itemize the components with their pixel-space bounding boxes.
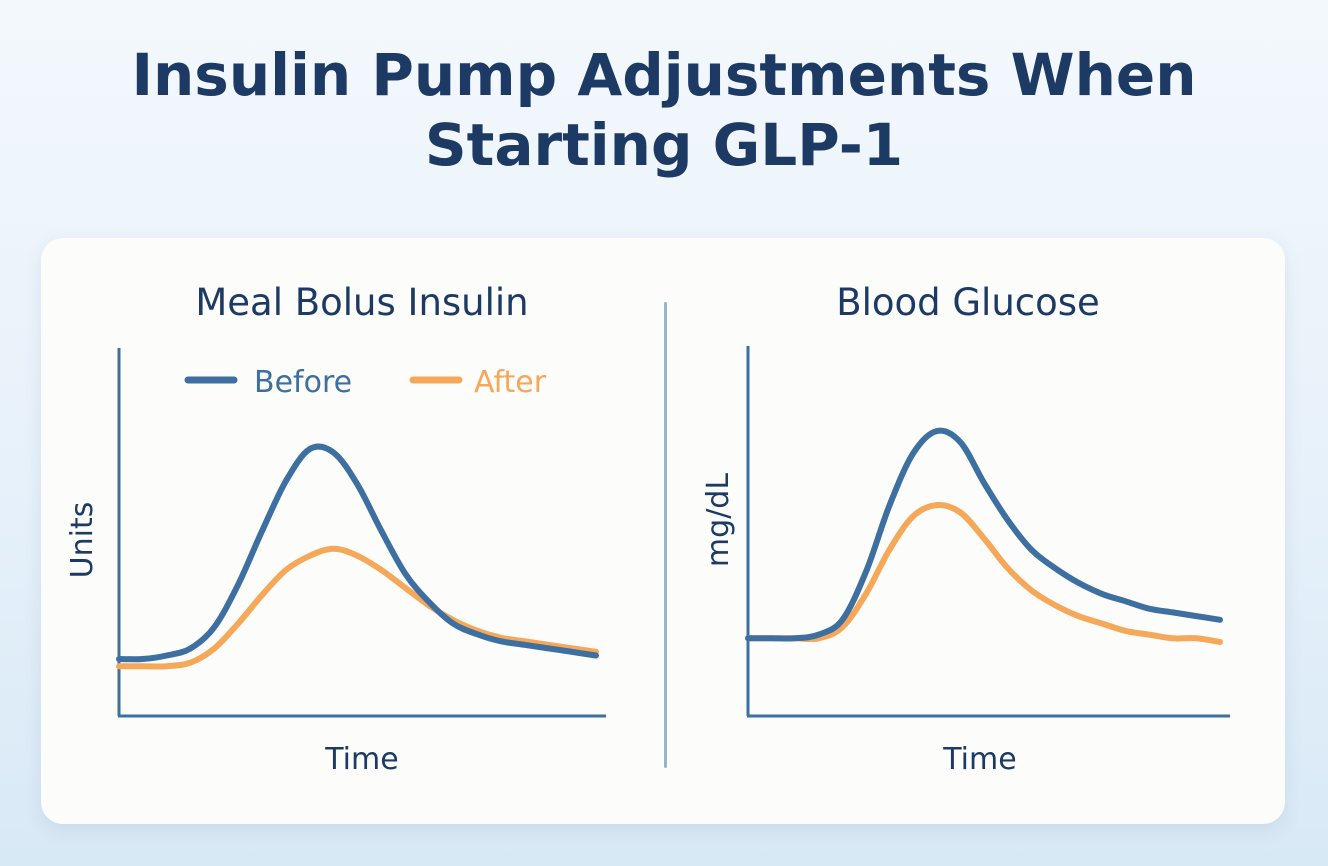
legend: Before After xyxy=(184,365,547,400)
series-line-before xyxy=(745,427,1223,642)
x-axis-label: Time xyxy=(942,742,1016,777)
x-axis-label: Time xyxy=(324,742,398,777)
series-line-after xyxy=(745,502,1223,645)
panel-divider xyxy=(664,302,667,768)
legend-label-after: After xyxy=(474,365,547,400)
page-title: Insulin Pump Adjustments When Starting G… xyxy=(0,40,1328,180)
chart-title: Blood Glucose xyxy=(836,281,1100,324)
page-title-line-2: Starting GLP-1 xyxy=(424,111,904,179)
y-axis-label: mg/dL xyxy=(701,473,736,567)
series-line-after xyxy=(116,545,599,670)
chart-title: Meal Bolus Insulin xyxy=(195,281,528,324)
page-title-line-1: Insulin Pump Adjustments When xyxy=(131,41,1197,109)
series-line-before xyxy=(116,443,599,663)
y-axis-label: Units xyxy=(65,502,100,579)
legend-label-before: Before xyxy=(254,365,352,400)
chart-panel xyxy=(41,238,1285,824)
